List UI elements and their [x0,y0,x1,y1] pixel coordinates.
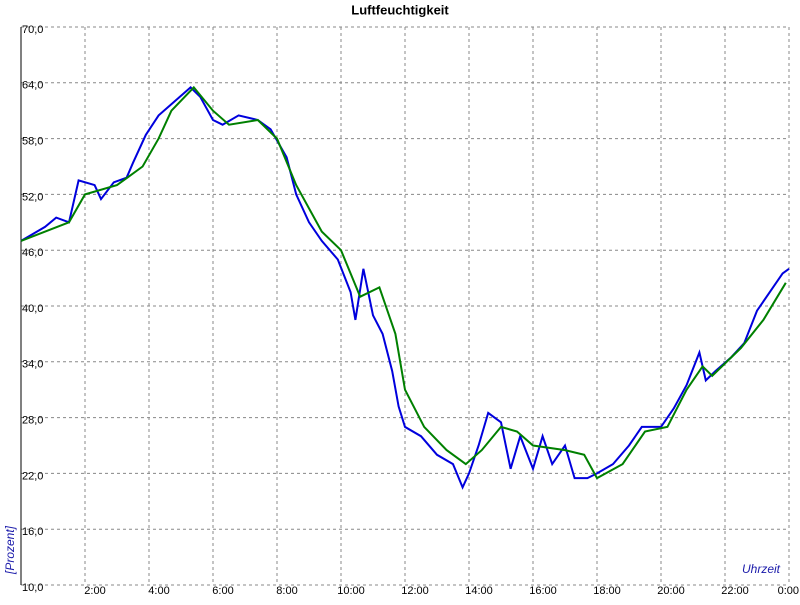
y-tick-label: 10,0 [22,582,43,594]
y-tick-label: 16,0 [22,526,43,538]
x-tick-label: 0:00 [778,585,799,597]
x-tick-label: 6:00 [212,585,233,597]
chart-title: Luftfeuchtigkeit [351,2,449,17]
y-tick-label: 64,0 [22,80,43,92]
x-tick-label: 2:00 [84,585,105,597]
x-tick-label: 18:00 [593,585,621,597]
x-tick-label: 12:00 [401,585,429,597]
x-tick-label: 16:00 [529,585,557,597]
x-tick-label: 8:00 [276,585,297,597]
y-tick-label: 46,0 [22,247,43,259]
y-tick-label: 52,0 [22,191,43,203]
y-tick-label: 28,0 [22,415,43,427]
y-tick-label: 22,0 [22,470,43,482]
y-axis-label: [Prozent] [3,525,17,575]
x-tick-label: 14:00 [465,585,493,597]
x-axis-label: Uhrzeit [742,562,781,576]
x-tick-label: 22:00 [721,585,749,597]
x-tick-label: 4:00 [148,585,169,597]
y-tick-label: 34,0 [22,359,43,371]
y-tick-label: 40,0 [22,303,43,315]
data-line [20,86,790,490]
y-tick-label: 58,0 [22,136,43,148]
y-tick-label: 70,0 [22,24,43,36]
x-tick-label: 10:00 [337,585,365,597]
data-line [20,85,787,480]
x-tick-label: 20:00 [657,585,685,597]
